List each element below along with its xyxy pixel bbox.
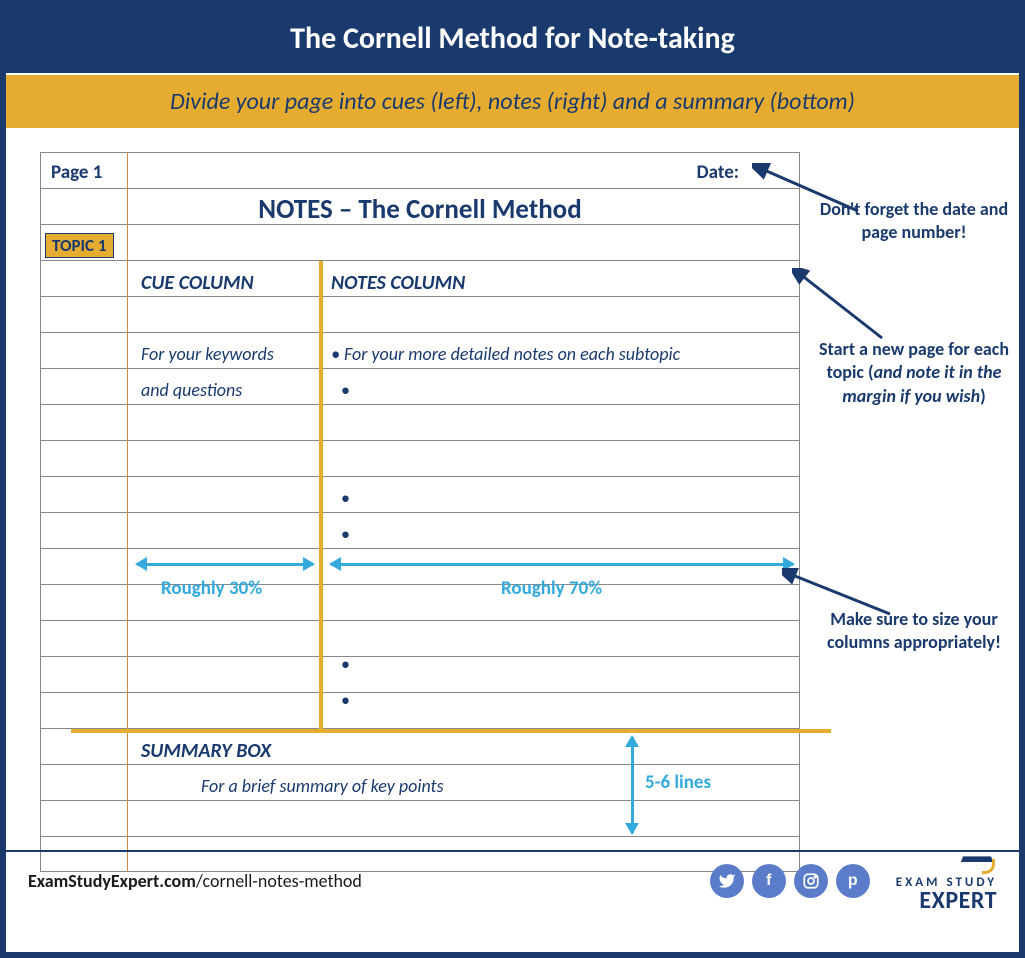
footer-url-path: /cornell-notes-method — [196, 870, 362, 892]
paper-row — [41, 297, 799, 333]
paper-row — [41, 801, 799, 837]
bullet-icon: • — [341, 689, 350, 711]
bullet-icon: • — [341, 523, 350, 545]
paper-row — [41, 153, 799, 189]
callout-topic-text-c: ) — [980, 385, 986, 407]
paper-row — [41, 441, 799, 477]
cue-width-label: Roughly 30% — [161, 577, 262, 600]
content-area: Page 1 Date: NOTES – The Cornell Method … — [6, 128, 1019, 910]
notes-desc: • For your more detailed notes on each s… — [331, 343, 680, 365]
footer: ExamStudyExpert.com/cornell-notes-method… — [6, 850, 1019, 910]
summary-desc: For a brief summary of key points — [201, 775, 444, 797]
paper-row — [41, 225, 799, 261]
column-divider — [319, 261, 323, 729]
bullet-icon: • — [341, 653, 350, 675]
twitter-icon[interactable] — [710, 864, 744, 898]
paper-row — [41, 585, 799, 621]
paper-row — [41, 657, 799, 693]
subtitle-bar: Divide your page into cues (left), notes… — [6, 73, 1019, 128]
summary-lines-label: 5-6 lines — [645, 771, 711, 794]
bullet-icon: • — [341, 379, 350, 401]
pinterest-icon[interactable]: p — [836, 864, 870, 898]
brand-logo: EXAM STUDY EXPERT — [896, 849, 997, 912]
callout-topic: Start a new page for each topic (and not… — [819, 338, 1009, 408]
cue-desc-2: and questions — [141, 379, 242, 401]
paper-row — [41, 513, 799, 549]
summary-divider — [71, 729, 831, 733]
footer-url-domain: ExamStudyExpert.com — [28, 870, 196, 892]
instagram-icon[interactable] — [794, 864, 828, 898]
cue-column-header: CUE COLUMN — [141, 271, 254, 295]
callout-arrow-icon — [792, 268, 892, 348]
title-bar: The Cornell Method for Note-taking — [6, 6, 1019, 73]
social-icons: f p — [710, 864, 870, 898]
summary-height-arrow — [631, 737, 634, 833]
callout-arrow-icon — [782, 568, 902, 624]
graduation-cap-icon — [957, 849, 997, 873]
summary-header: SUMMARY BOX — [141, 739, 271, 763]
notes-column-header: NOTES COLUMN — [331, 271, 465, 295]
bullet-icon: • — [341, 487, 350, 509]
paper-row — [41, 549, 799, 585]
infographic-frame: The Cornell Method for Note-taking Divid… — [0, 0, 1025, 958]
page-number-label: Page 1 — [51, 161, 102, 184]
paper-row — [41, 621, 799, 657]
notes-width-arrow — [331, 563, 793, 566]
callout-arrow-icon — [752, 163, 872, 223]
notes-title: NOTES – The Cornell Method — [41, 193, 799, 226]
cue-width-arrow — [137, 563, 313, 566]
logo-line2: EXPERT — [896, 890, 997, 913]
footer-url: ExamStudyExpert.com/cornell-notes-method — [28, 870, 362, 892]
paper-row — [41, 405, 799, 441]
paper-margin-line — [127, 153, 128, 871]
facebook-icon[interactable]: f — [752, 864, 786, 898]
date-label: Date: — [697, 161, 739, 184]
paper-row — [41, 477, 799, 513]
notes-width-label: Roughly 70% — [501, 577, 602, 600]
cue-desc-1: For your keywords — [141, 343, 274, 365]
topic-tag: TOPIC 1 — [45, 233, 114, 258]
note-paper: Page 1 Date: NOTES – The Cornell Method … — [40, 152, 800, 872]
paper-row — [41, 693, 799, 729]
